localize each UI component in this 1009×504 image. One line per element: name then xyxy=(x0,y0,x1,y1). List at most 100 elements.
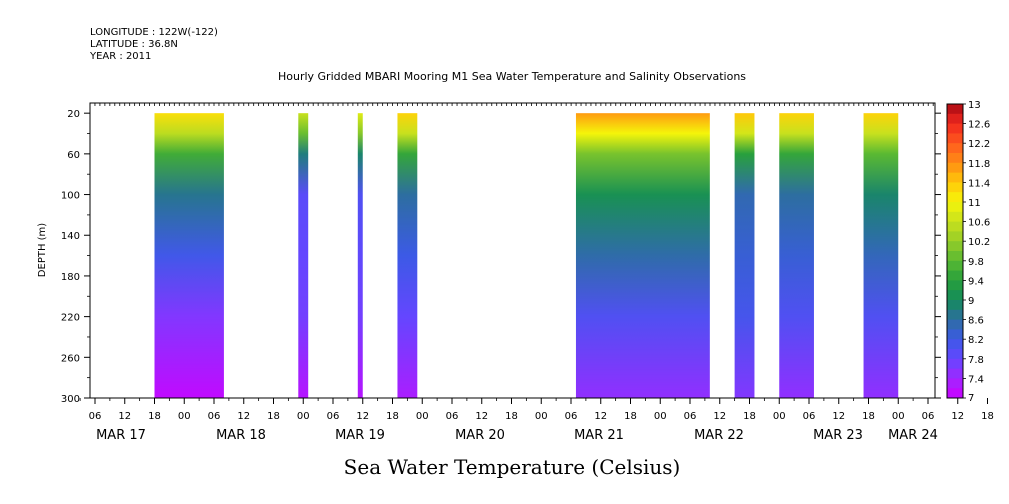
x-tick-label: 18 xyxy=(386,411,399,422)
x-tick-label: 06 xyxy=(684,411,697,422)
x-date-label: MAR 17 xyxy=(96,428,146,443)
colorbar-band xyxy=(947,339,963,350)
x-tick-label: 18 xyxy=(981,411,994,422)
colorbar-label: 11.8 xyxy=(968,159,990,170)
x-date-label: MAR 23 xyxy=(813,428,863,443)
x-date-label: MAR 24 xyxy=(888,428,938,443)
colorbar-band xyxy=(947,202,963,213)
x-tick-label: 06 xyxy=(327,411,340,422)
x-tick-label: 00 xyxy=(654,411,667,422)
x-tick-label: 06 xyxy=(208,411,221,422)
x-date-label: MAR 21 xyxy=(574,428,624,443)
y-tick-label: 260 xyxy=(61,353,80,364)
x-tick-label: 06 xyxy=(446,411,459,422)
year-label: YEAR : 2011 xyxy=(89,51,151,62)
colorbar-label: 10.2 xyxy=(968,237,990,248)
x-tick-label: 12 xyxy=(475,411,488,422)
colorbar-band xyxy=(947,172,963,183)
x-tick-label: 18 xyxy=(743,411,756,422)
x-tick-label: 00 xyxy=(773,411,786,422)
x-tick-label: 12 xyxy=(951,411,964,422)
x-tick-label: 12 xyxy=(356,411,369,422)
y-tick-label: 300 xyxy=(61,394,80,405)
x-tick-label: 18 xyxy=(862,411,875,422)
plot-frame xyxy=(89,102,936,399)
data-segment xyxy=(575,113,710,398)
colorbar-label: 11.4 xyxy=(968,178,990,189)
colorbar-band xyxy=(947,123,963,134)
colorbar-label: 8.2 xyxy=(968,335,984,346)
colorbar-band xyxy=(947,113,963,125)
x-date-label: MAR 18 xyxy=(216,428,266,443)
data-segment xyxy=(779,113,814,398)
colorbar-band xyxy=(947,270,963,281)
y-tick-label: 220 xyxy=(61,313,80,324)
colorbar-band xyxy=(947,241,963,252)
colorbar-label: 13 xyxy=(968,100,981,111)
y-tick-label: 180 xyxy=(61,272,80,283)
data-segment xyxy=(863,113,899,398)
y-axis-label: DEPTH (m) xyxy=(37,223,48,277)
x-tick-label: 00 xyxy=(892,411,905,422)
colorbar-label: 9 xyxy=(968,296,974,307)
colorbar-band xyxy=(947,143,963,154)
colorbar-band xyxy=(947,182,963,193)
colorbar-band xyxy=(947,162,963,174)
data-segment xyxy=(154,113,224,398)
y-axis: 20 60 100 140 180 220 260 300 xyxy=(61,109,941,405)
colorbar-band xyxy=(947,104,963,115)
y-tick-label: 60 xyxy=(67,150,80,161)
colorbar-label: 7 xyxy=(968,393,974,404)
colorbar-band xyxy=(947,260,963,272)
chart-title: Hourly Gridded MBARI Mooring M1 Sea Wate… xyxy=(278,70,746,83)
x-tick-label: 18 xyxy=(267,411,280,422)
x-tick-label: 12 xyxy=(713,411,726,422)
colorbar-band xyxy=(947,309,963,321)
colorbar-band xyxy=(947,319,963,330)
x-tick-label: 06 xyxy=(803,411,816,422)
x-tick-label: 06 xyxy=(89,411,102,422)
colorbar-band xyxy=(947,368,963,379)
colorbar-band xyxy=(947,349,963,360)
colorbar-label: 12.6 xyxy=(968,120,990,131)
data-segment xyxy=(397,113,418,398)
x-tick-label: 00 xyxy=(535,411,548,422)
colorbar-band xyxy=(947,153,963,164)
data-segment xyxy=(734,113,755,398)
data-segment xyxy=(357,113,363,398)
colorbar-label: 12.2 xyxy=(968,139,990,150)
x-date-label: MAR 19 xyxy=(335,428,385,443)
colorbar-band xyxy=(947,280,963,291)
x-tick-label: 06 xyxy=(922,411,935,422)
colorbar-label: 9.8 xyxy=(968,257,984,268)
y-tick-label: 20 xyxy=(67,109,80,120)
x-tick-label: 18 xyxy=(148,411,161,422)
x-tick-label: 00 xyxy=(416,411,429,422)
colorbar-band xyxy=(947,358,963,370)
colorbar-label: 9.4 xyxy=(968,276,984,287)
colorbar-band xyxy=(947,329,963,340)
colorbar-band xyxy=(947,290,963,301)
x-tick-label: 12 xyxy=(594,411,607,422)
colorbar-label: 7.4 xyxy=(968,374,984,385)
x-tick-label: 00 xyxy=(178,411,191,422)
colorbar: 13 12.6 12.2 11.8 11.4 11 10.6 10.2 9.8 9.4 9 8.6 8.… xyxy=(946,100,990,404)
colorbar-band xyxy=(947,388,963,399)
variable-title: Sea Water Temperature (Celsius) xyxy=(344,455,681,479)
colorbar-band xyxy=(947,133,963,144)
x-tick-label: 12 xyxy=(237,411,250,422)
colorbar-band xyxy=(947,378,963,389)
x-tick-label: 06 xyxy=(565,411,578,422)
colorbar-label: 8.6 xyxy=(968,316,984,327)
y-tick-label: 100 xyxy=(61,191,80,202)
data-segment xyxy=(298,113,309,398)
x-tick-label: 12 xyxy=(832,411,845,422)
colorbar-band xyxy=(947,192,963,203)
colorbar-label: 10.6 xyxy=(968,218,990,229)
colorbar-frame xyxy=(946,103,964,399)
colorbar-label: 11 xyxy=(968,198,981,209)
heatmap-area xyxy=(154,113,899,398)
colorbar-band xyxy=(947,300,963,311)
colorbar-band xyxy=(947,211,963,223)
